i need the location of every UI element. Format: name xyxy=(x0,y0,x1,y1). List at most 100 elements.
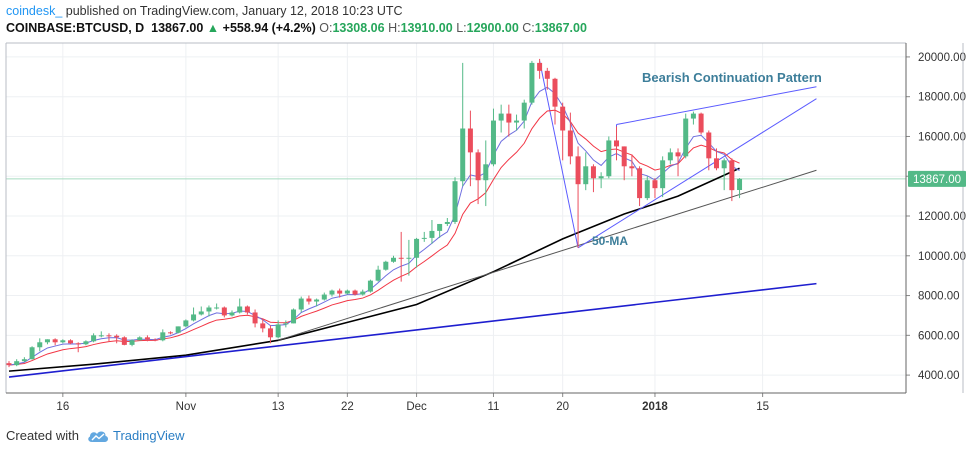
candle xyxy=(690,111,696,125)
candle xyxy=(252,309,258,328)
candle-body xyxy=(706,132,712,159)
candle-body xyxy=(452,181,458,222)
candle-body xyxy=(329,290,335,295)
candle xyxy=(475,149,481,205)
candle xyxy=(337,288,343,298)
candle xyxy=(191,307,197,322)
candle xyxy=(452,177,458,224)
last-price-tag-bg xyxy=(908,170,966,187)
candle-body xyxy=(498,113,504,121)
candle-body xyxy=(437,223,443,231)
candle-body xyxy=(175,326,181,333)
candle xyxy=(629,154,635,177)
candle-body xyxy=(229,312,235,316)
candle-body xyxy=(252,312,258,324)
candle xyxy=(398,231,404,282)
candle-body xyxy=(6,363,12,366)
candle-body xyxy=(337,290,343,294)
last-price-tag-label: 13867.00 xyxy=(913,174,961,186)
created-with-text: Created with xyxy=(6,428,79,443)
candle-body xyxy=(737,178,743,190)
y-tick-label: 18000.00 xyxy=(918,92,966,104)
candle-body xyxy=(444,221,450,224)
candle xyxy=(429,219,435,244)
candle xyxy=(698,112,704,135)
candle-body xyxy=(567,130,573,157)
candle-body xyxy=(244,306,250,313)
candle xyxy=(721,158,727,191)
ma50-annotation: 50-MA xyxy=(592,234,628,248)
candle-body xyxy=(321,294,327,300)
candle-body xyxy=(44,339,50,343)
candle-body xyxy=(137,337,143,341)
tradingview-brand-link[interactable]: TradingView xyxy=(112,428,185,443)
candle xyxy=(367,279,373,293)
candle xyxy=(167,331,173,335)
candle xyxy=(506,104,512,137)
candle xyxy=(414,237,420,268)
x-tick-label: 2018 xyxy=(642,401,668,413)
trendline-support-from-13 xyxy=(277,169,817,341)
candle xyxy=(291,308,297,324)
price-change: +558.94 (+4.2%) xyxy=(222,21,316,35)
candle-body xyxy=(352,290,358,295)
candle-body xyxy=(221,307,227,316)
candle-body xyxy=(344,290,350,294)
candle xyxy=(460,62,466,187)
candle xyxy=(467,110,473,187)
candle-body xyxy=(291,309,297,324)
candle xyxy=(21,357,27,363)
last-price: 13867.00 xyxy=(151,21,204,35)
candle xyxy=(129,339,135,347)
candle xyxy=(421,231,427,242)
candle-body xyxy=(106,335,112,337)
candle-body xyxy=(629,166,635,169)
candle-body xyxy=(391,257,396,262)
y-tick-label: 8000.00 xyxy=(918,291,960,303)
candle xyxy=(198,306,204,316)
candle xyxy=(406,239,412,276)
candle-body xyxy=(314,299,320,302)
candle-body xyxy=(160,332,166,341)
publish-text: published on TradingView.com, January 12… xyxy=(62,4,403,18)
candle-body xyxy=(68,340,74,344)
y-tick-label: 12000.00 xyxy=(918,211,966,223)
ma-slow-line xyxy=(8,86,740,366)
candle-body xyxy=(721,160,727,169)
candle xyxy=(598,172,604,189)
author-link[interactable]: coindesk_ xyxy=(6,4,63,18)
candle-body xyxy=(460,128,466,182)
candle-body xyxy=(560,106,566,131)
x-tick-label: 13 xyxy=(272,401,285,413)
candle xyxy=(206,305,212,317)
candle xyxy=(91,333,97,343)
candle xyxy=(575,146,581,248)
candle xyxy=(183,319,189,328)
candle-body xyxy=(167,332,173,334)
candle-body xyxy=(621,146,627,167)
candle-body xyxy=(660,160,666,189)
candle-body xyxy=(690,113,696,119)
candle xyxy=(514,114,520,131)
candle xyxy=(644,176,650,201)
candle-body xyxy=(698,113,704,133)
candle xyxy=(621,146,627,181)
candle-body xyxy=(590,166,596,179)
candle-body xyxy=(652,180,658,189)
x-tick-label: 16 xyxy=(56,401,69,413)
candle-body xyxy=(60,340,66,343)
candle xyxy=(283,320,289,328)
candle xyxy=(606,136,612,179)
candle xyxy=(483,140,489,207)
candle xyxy=(75,342,81,353)
candle-body xyxy=(152,339,158,341)
candle-body xyxy=(191,314,197,321)
candle-body xyxy=(475,152,481,181)
candle-body xyxy=(406,257,412,259)
candle-body xyxy=(91,335,97,342)
candle xyxy=(683,113,689,159)
candle xyxy=(521,99,527,129)
candle xyxy=(298,296,304,313)
candle xyxy=(667,148,673,165)
